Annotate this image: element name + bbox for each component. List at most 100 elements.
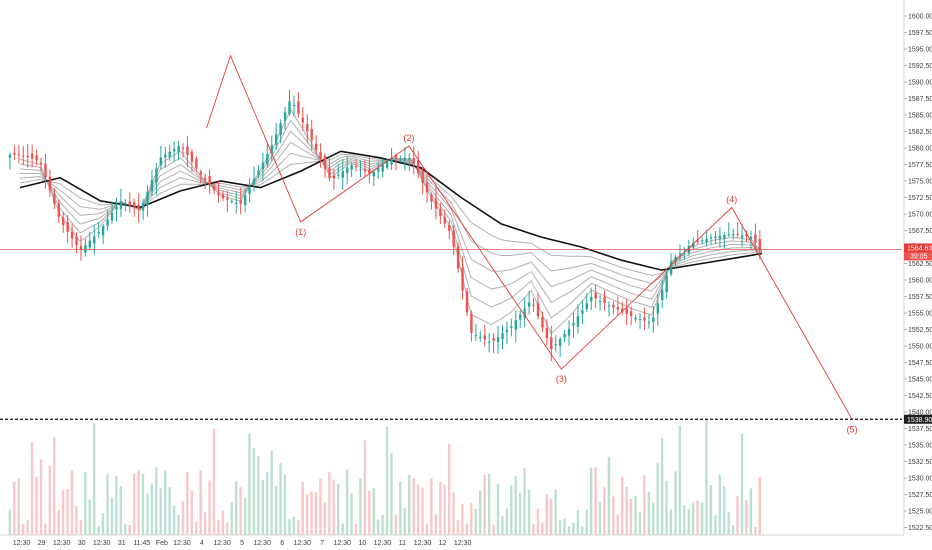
candle-body (474, 335, 478, 337)
candle-body (133, 202, 136, 208)
y-tick-label: 1587.50 (908, 96, 932, 103)
volume-histogram (8, 418, 761, 535)
candle-body (727, 234, 730, 236)
candle-body (621, 308, 624, 312)
volume-bar (456, 519, 460, 535)
candle-body (57, 203, 60, 217)
volume-bar (163, 470, 167, 535)
volume-bar (368, 490, 371, 535)
candle-body (638, 319, 642, 321)
volume-bar (390, 452, 393, 535)
candle-body (159, 157, 163, 166)
volume-bar (75, 505, 78, 535)
volume-bar (381, 514, 384, 535)
candle-body (288, 101, 291, 114)
volume-bar (212, 428, 216, 535)
level-tag (904, 414, 932, 424)
ema-ribbon-line (19, 119, 763, 319)
candle-body (652, 317, 655, 322)
candle-body (266, 154, 269, 165)
candle-body (692, 243, 695, 248)
volume-bar (514, 476, 517, 535)
x-tick-label: 29 (38, 540, 46, 547)
candle-body (381, 164, 384, 172)
volume-bar (48, 465, 52, 535)
volume-bar (718, 475, 722, 535)
volume-bar (279, 463, 282, 535)
volume-bar (376, 519, 380, 535)
volume-bar (159, 488, 162, 535)
volume-bar (536, 508, 540, 535)
candle-body (661, 289, 664, 301)
candle-body (399, 157, 402, 159)
x-tick-label: 6 (280, 540, 284, 547)
volume-bar (687, 508, 690, 535)
x-tick-label: 5 (240, 540, 244, 547)
candle-body (434, 198, 438, 209)
y-tick-label: 1582.50 (908, 129, 932, 136)
volume-bar (434, 514, 438, 535)
volume-bar (261, 479, 264, 535)
volume-bar (230, 502, 233, 535)
candle-body (22, 155, 25, 157)
y-tick-label: 1575.00 (908, 179, 932, 186)
volume-bar (731, 525, 735, 535)
volume-bar (234, 481, 238, 535)
x-tick-label: 7 (320, 540, 324, 547)
volume-bar (84, 472, 87, 535)
candle-body (292, 104, 296, 106)
volume-bar (483, 474, 486, 535)
x-tick-label: 12 (439, 540, 447, 547)
volume-bar (26, 519, 29, 535)
candle-body (35, 155, 38, 161)
volume-bar (239, 487, 242, 535)
candle-body (545, 327, 549, 339)
candle-body (177, 145, 180, 153)
candle-body (758, 239, 762, 250)
candle-body (590, 296, 593, 302)
candle-body (70, 231, 74, 239)
volume-bar (723, 486, 726, 535)
volume-bar (576, 510, 580, 535)
volume-bar (57, 509, 60, 535)
volume-bar (443, 484, 446, 535)
y-tick-label: 1560.00 (908, 278, 932, 285)
candle-body (385, 161, 389, 168)
y-tick-label: 1595.00 (908, 47, 932, 54)
volume-bar (53, 437, 56, 535)
candle-body (279, 123, 282, 136)
volume-bar (447, 443, 451, 535)
y-tick-label: 1535.00 (908, 443, 932, 450)
candle-body (319, 151, 322, 160)
volume-bar (700, 502, 704, 535)
volume-bar (541, 522, 544, 535)
candle-body (514, 320, 518, 330)
candle-body (416, 160, 420, 174)
volume-bar (439, 481, 442, 535)
candle-body (612, 304, 615, 308)
ema-ribbon (19, 108, 763, 335)
candle-body (350, 164, 353, 170)
candle-body (740, 235, 744, 238)
x-tick-label: 4 (200, 540, 204, 547)
volume-bar (257, 456, 260, 535)
candle-body (403, 157, 407, 160)
current-price-tag (904, 243, 932, 253)
wave-label: (5) (847, 424, 858, 434)
ema-ribbon-line (19, 153, 762, 277)
volume-bar (61, 490, 65, 535)
volume-bar (124, 523, 127, 535)
candle-body (625, 308, 628, 314)
candle-body (709, 237, 713, 239)
volume-bar (30, 442, 34, 535)
candle-body (115, 206, 118, 210)
volume-bar (603, 487, 606, 535)
y-tick-label: 1572.50 (908, 195, 932, 202)
candle-body (705, 238, 708, 243)
candle-body (550, 337, 553, 350)
x-tick-label: 12:30 (53, 540, 71, 547)
volume-bar (177, 514, 180, 535)
wave-label: (4) (726, 194, 737, 204)
candle-body (483, 335, 486, 340)
